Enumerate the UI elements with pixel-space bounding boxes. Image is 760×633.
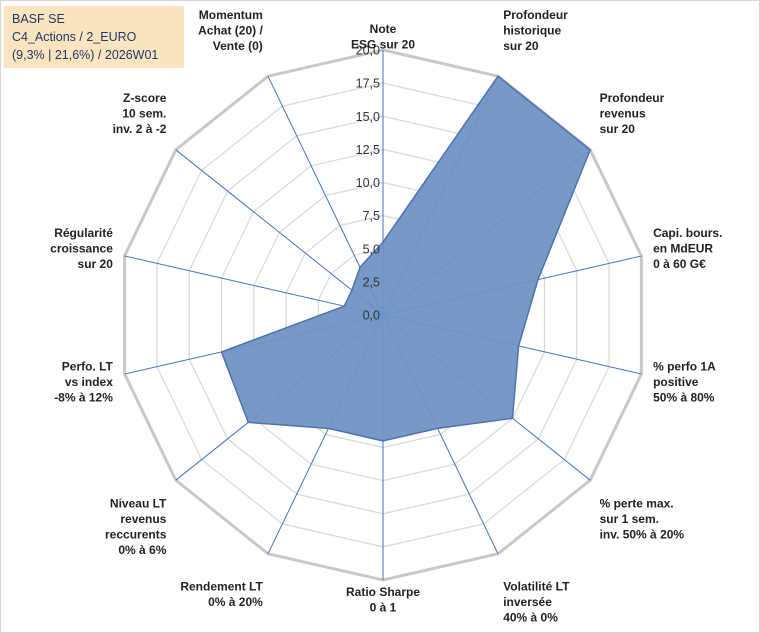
axis-label-10: Perfo. LT vs index -8% à 12%	[54, 359, 113, 404]
axis-label-2-line-1: revenus	[600, 107, 646, 121]
axis-label-10-line-0: Perfo. LT	[62, 359, 114, 373]
axis-label-7-line-0: Ratio Sharpe	[346, 585, 420, 599]
axis-label-2-line-0: Profondeur	[600, 91, 665, 105]
axis-label-9-line-0: Niveau LT	[110, 496, 167, 510]
tick-label-6: 15,0	[356, 110, 380, 124]
axis-label-0-line-0: Note	[370, 22, 397, 36]
axis-label-5-line-0: % perte max.	[600, 496, 674, 510]
axis-label-6-line-1: inversée	[503, 595, 552, 609]
axis-label-11-line-1: croissance	[50, 242, 113, 256]
tick-label-5: 12,5	[356, 143, 380, 157]
axis-label-3-line-2: 0 à 60 G€	[653, 257, 706, 271]
tick-label-2: 5,0	[363, 242, 380, 256]
axis-label-12: Z-score 10 sem. inv. 2 à -2	[113, 91, 167, 136]
axis-label-13: Momentum Achat (20) / Vente (0)	[198, 8, 263, 53]
axis-label-10-line-2: -8% à 12%	[54, 390, 113, 404]
chart-title-box: BASF SE C4_Actions / 2_EURO (9,3% | 21,6…	[4, 6, 184, 68]
tick-label-4: 10,0	[356, 176, 380, 190]
axis-label-4-line-0: % perfo 1A	[653, 359, 716, 373]
axis-label-9: Niveau LT revenus reccurents 0% à 6%	[105, 496, 167, 557]
axis-label-0: Note ESG sur 20	[351, 22, 415, 52]
axis-label-5-line-1: sur 1 sem.	[600, 512, 659, 526]
tick-label-8: 20,0	[356, 44, 380, 58]
axis-label-1: Profondeur historique sur 20	[503, 8, 568, 53]
axis-label-12-line-0: Z-score	[123, 91, 167, 105]
chart-title-line-3: (9,3% | 21,6%) / 2026W01	[12, 48, 159, 62]
axis-label-8-line-1: 0% à 20%	[208, 595, 263, 609]
axis-label-7-line-1: 0 à 1	[370, 601, 397, 615]
tick-label-3: 7,5	[363, 209, 380, 223]
series-layer	[220, 75, 591, 442]
axis-label-2-line-2: sur 20	[600, 122, 636, 136]
axis-label-3-line-0: Capi. bours.	[653, 226, 722, 240]
axis-label-11-line-0: Régularité	[54, 226, 113, 240]
axis-label-1-line-2: sur 20	[503, 39, 539, 53]
axis-label-6-line-2: 40% à 0%	[503, 610, 558, 624]
axis-label-11-line-2: sur 20	[78, 257, 114, 271]
axis-label-13-line-2: Vente (0)	[213, 39, 263, 53]
axis-label-8-line-0: Rendement LT	[180, 579, 263, 593]
axis-label-0-line-1: ESG sur 20	[351, 38, 415, 52]
axis-label-11: Régularité croissance sur 20	[50, 226, 113, 271]
axis-label-10-line-1: vs index	[65, 375, 113, 389]
series-area	[220, 75, 591, 442]
tick-label-1: 2,5	[363, 275, 380, 289]
axis-label-4-line-2: 50% à 80%	[653, 390, 715, 404]
axis-label-5-line-2: inv. 50% à 20%	[600, 527, 685, 541]
axis-label-9-line-3: 0% à 6%	[118, 543, 166, 557]
axis-label-9-line-2: reccurents	[105, 527, 167, 541]
tick-labels: 0,0 2,5 5,0 7,5 10,0 12,5 15,0 17,5 20,0	[356, 44, 380, 323]
axis-label-13-line-1: Achat (20) /	[198, 24, 263, 38]
axis-label-9-line-1: revenus	[120, 512, 166, 526]
axis-label-13-line-0: Momentum	[199, 8, 263, 22]
tick-label-0: 0,0	[363, 309, 380, 323]
axis-label-6: Volatilité LT inversée 40% à 0%	[503, 579, 570, 624]
chart-title-line-2: C4_Actions / 2_EURO	[12, 30, 137, 44]
axis-label-5: % perte max. sur 1 sem. inv. 50% à 20%	[600, 496, 685, 541]
axis-label-3: Capi. bours. en MdEUR 0 à 60 G€	[653, 226, 722, 271]
axis-spoke-12	[175, 149, 384, 316]
axis-label-4: % perfo 1A positive 50% à 80%	[653, 359, 716, 404]
axis-label-7: Ratio Sharpe 0 à 1	[346, 585, 420, 615]
axis-label-4-line-1: positive	[653, 375, 699, 389]
tick-label-7: 17,5	[356, 77, 380, 91]
axis-label-8: Rendement LT 0% à 20%	[180, 579, 263, 609]
axis-label-3-line-1: en MdEUR	[653, 242, 713, 256]
chart-title-line-1: BASF SE	[12, 12, 65, 26]
axis-label-1-line-0: Profondeur	[503, 8, 568, 22]
axis-label-12-line-2: inv. 2 à -2	[113, 122, 167, 136]
axis-label-12-line-1: 10 sem.	[122, 107, 166, 121]
axis-spoke-11	[124, 255, 384, 316]
axis-label-1-line-1: historique	[503, 24, 561, 38]
axis-label-6-line-0: Volatilité LT	[503, 579, 570, 593]
axis-label-2: Profondeur revenus sur 20	[600, 91, 665, 136]
